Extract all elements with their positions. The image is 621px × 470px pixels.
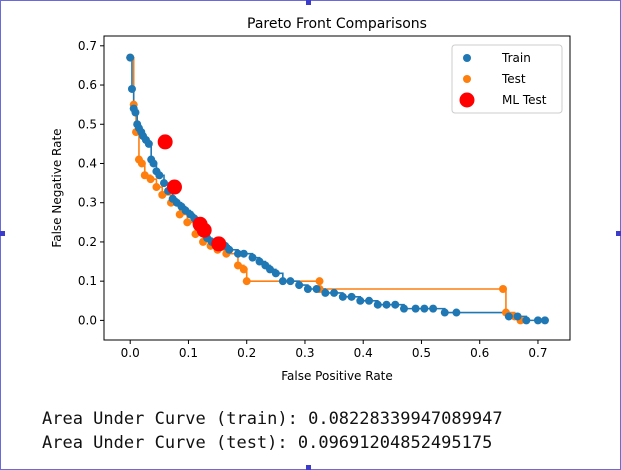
legend-marker-ml-test: [459, 92, 475, 108]
x-tick-label: 0.7: [528, 346, 547, 360]
data-point-train: [255, 257, 264, 266]
data-point-train: [303, 285, 312, 294]
x-tick-label: 0.2: [237, 346, 256, 360]
data-point-train: [271, 269, 280, 278]
data-point-train: [429, 304, 438, 313]
y-axis-label: False Negative Rate: [50, 128, 64, 247]
data-point-train: [373, 300, 382, 309]
data-point-test: [140, 171, 149, 180]
resize-handle-top[interactable]: [306, 0, 311, 5]
legend-label-ml-test: ML Test: [502, 93, 547, 107]
data-point-train: [338, 292, 347, 301]
y-tick-label: 0.1: [78, 274, 97, 288]
resize-handle-bottom[interactable]: [306, 465, 311, 470]
data-point-train: [382, 300, 391, 309]
y-tick-label: 0.4: [78, 156, 97, 170]
data-point-train: [452, 308, 461, 317]
data-point-train: [399, 304, 408, 313]
legend-marker-train: [463, 54, 471, 62]
data-point-train: [239, 249, 248, 258]
data-point-test: [158, 190, 167, 199]
data-point-train: [278, 277, 287, 286]
data-point-train: [266, 265, 275, 274]
data-point-train: [155, 171, 164, 180]
x-tick-label: 0.1: [179, 346, 198, 360]
data-point-train: [295, 281, 304, 290]
data-point-train: [330, 288, 339, 297]
data-point-train: [131, 108, 140, 117]
data-point-test: [315, 277, 324, 286]
x-tick-label: 0.4: [354, 346, 373, 360]
data-point-train: [248, 253, 257, 262]
data-point-ml-test: [166, 179, 182, 195]
data-point-train: [321, 288, 330, 297]
data-point-train: [411, 304, 420, 313]
y-tick-label: 0.0: [78, 313, 97, 327]
chart-title: Pareto Front Comparisons: [247, 16, 427, 32]
legend-label-test: Test: [501, 72, 526, 86]
data-point-test: [239, 265, 248, 274]
x-tick-label: 0.0: [121, 346, 140, 360]
resize-handle-left[interactable]: [0, 231, 5, 236]
data-point-train: [127, 84, 136, 93]
data-point-train: [533, 316, 542, 325]
data-point-test: [499, 285, 508, 294]
data-point-test: [242, 277, 251, 286]
data-point-test: [183, 218, 192, 227]
data-point-train: [144, 139, 153, 148]
data-point-ml-test: [196, 222, 212, 238]
data-point-train: [504, 312, 513, 321]
y-tick-label: 0.5: [78, 117, 97, 131]
auc-train-text: Area Under Curve (train): 0.082283399470…: [42, 409, 503, 429]
data-point-test: [233, 261, 242, 270]
data-point-train: [440, 308, 449, 317]
x-tick-label: 0.6: [470, 346, 489, 360]
legend-marker-test: [463, 75, 471, 83]
pareto-chart: 0.0 0.1 0.2 0.3 0.4 0.5 0.6 0.7 0.0 0.1 0.2 0.3 0.4 0…: [50, 16, 571, 383]
y-tick-label: 0.2: [78, 235, 97, 249]
data-point-train: [159, 179, 168, 188]
data-point-test: [175, 210, 184, 219]
x-tick-label: 0.3: [295, 346, 314, 360]
y-tick-label: 0.3: [78, 196, 97, 210]
auc-test-text: Area Under Curve (test): 0.0969120485249…: [42, 433, 493, 453]
legend-label-train: Train: [501, 51, 531, 65]
resize-handle-right[interactable]: [616, 231, 621, 236]
data-point-test: [152, 183, 161, 192]
data-point-train: [149, 159, 158, 168]
data-point-train: [126, 53, 135, 62]
data-point-ml-test: [211, 236, 227, 252]
data-point-train: [522, 316, 531, 325]
y-tick-label: 0.6: [78, 78, 97, 92]
x-axis-label: False Positive Rate: [281, 369, 393, 383]
data-point-train: [420, 304, 429, 313]
x-tick-label: 0.5: [412, 346, 431, 360]
data-point-train: [513, 312, 522, 321]
data-point-train: [347, 292, 356, 301]
data-point-train: [540, 316, 549, 325]
legend-box: [451, 44, 563, 114]
data-point-train: [391, 300, 400, 309]
data-point-train: [225, 245, 234, 254]
data-point-train: [356, 296, 365, 305]
data-point-test: [146, 175, 155, 184]
data-point-ml-test: [157, 134, 173, 150]
data-point-train: [365, 296, 374, 305]
y-tick-label: 0.7: [78, 39, 97, 53]
data-point-test: [137, 159, 146, 168]
data-point-train: [286, 277, 295, 286]
data-point-train: [233, 249, 242, 258]
data-point-train: [312, 285, 321, 294]
